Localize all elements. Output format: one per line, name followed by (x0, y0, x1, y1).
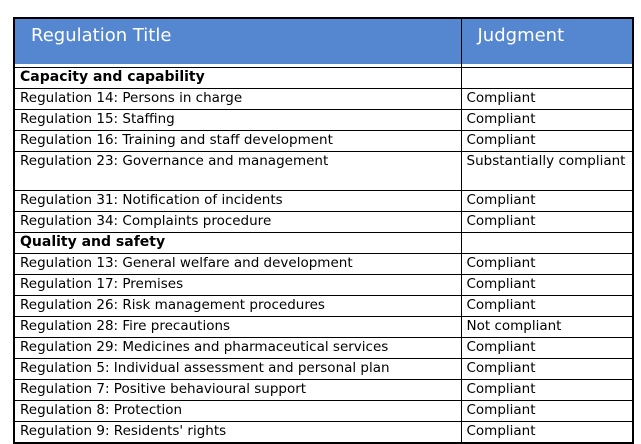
judgment-cell: Compliant (460, 274, 634, 296)
judgment-cell: Compliant (460, 400, 634, 422)
column-header-regulation-title: Regulation Title (13, 17, 462, 68)
table-row: Regulation 28: Fire precautions Not comp… (13, 316, 634, 338)
table-row: Regulation 26: Risk management procedure… (13, 295, 634, 317)
judgment-cell: Substantially compliant (460, 151, 634, 191)
table-row: Regulation 13: General welfare and devel… (13, 253, 634, 275)
table-row: Regulation 8: Protection Compliant (13, 400, 634, 422)
judgment-cell: Compliant (460, 211, 634, 233)
judgment-cell: Not compliant (460, 316, 634, 338)
table-row: Regulation 15: Staffing Compliant (13, 109, 634, 131)
regulation-title-cell: Regulation 9: Residents' rights (13, 421, 462, 444)
judgment-cell: Compliant (460, 295, 634, 317)
table-row: Regulation 14: Persons in charge Complia… (13, 88, 634, 110)
section-judgment-empty (460, 67, 634, 89)
regulation-title-cell: Regulation 28: Fire precautions (13, 316, 462, 338)
regulation-title-cell: Regulation 13: General welfare and devel… (13, 253, 462, 275)
section-row-capacity-and-capability: Capacity and capability (13, 67, 634, 89)
judgment-cell: Compliant (460, 337, 634, 359)
regulation-title-cell: Regulation 17: Premises (13, 274, 462, 296)
regulation-table: Regulation Title Judgment Capacity and c… (13, 17, 634, 444)
table-row: Regulation 29: Medicines and pharmaceuti… (13, 337, 634, 359)
section-judgment-empty (460, 232, 634, 254)
table-row: Regulation 16: Training and staff develo… (13, 130, 634, 152)
regulation-title-cell: Regulation 34: Complaints procedure (13, 211, 462, 233)
judgment-cell: Compliant (460, 130, 634, 152)
judgment-cell: Compliant (460, 109, 634, 131)
regulation-title-cell: Regulation 14: Persons in charge (13, 88, 462, 110)
table-row: Regulation 5: Individual assessment and … (13, 358, 634, 380)
judgment-cell: Compliant (460, 379, 634, 401)
regulation-title-cell: Regulation 5: Individual assessment and … (13, 358, 462, 380)
regulation-title-cell: Regulation 29: Medicines and pharmaceuti… (13, 337, 462, 359)
table-row: Regulation 23: Governance and management… (13, 151, 634, 191)
regulation-title-cell: Regulation 31: Notification of incidents (13, 190, 462, 212)
table-row: Regulation 34: Complaints procedure Comp… (13, 211, 634, 233)
table-row: Regulation 17: Premises Compliant (13, 274, 634, 296)
table-row: Regulation 7: Positive behavioural suppo… (13, 379, 634, 401)
regulation-title-cell: Regulation 23: Governance and management (13, 151, 462, 191)
regulation-title-cell: Regulation 26: Risk management procedure… (13, 295, 462, 317)
judgment-cell: Compliant (460, 190, 634, 212)
regulation-title-cell: Regulation 15: Staffing (13, 109, 462, 131)
table-row: Regulation 31: Notification of incidents… (13, 190, 634, 212)
regulation-judgment-table: Regulation Title Judgment Capacity and c… (13, 17, 634, 444)
section-title: Quality and safety (13, 232, 462, 254)
column-header-judgment: Judgment (460, 17, 634, 68)
regulation-title-cell: Regulation 8: Protection (13, 400, 462, 422)
table-row: Regulation 9: Residents' rights Complian… (13, 421, 634, 444)
judgment-cell: Compliant (460, 88, 634, 110)
judgment-cell: Compliant (460, 358, 634, 380)
table-header-row: Regulation Title Judgment (13, 17, 634, 68)
section-title: Capacity and capability (13, 67, 462, 89)
judgment-cell: Compliant (460, 421, 634, 444)
regulation-title-cell: Regulation 16: Training and staff develo… (13, 130, 462, 152)
section-row-quality-and-safety: Quality and safety (13, 232, 634, 254)
regulation-title-cell: Regulation 7: Positive behavioural suppo… (13, 379, 462, 401)
judgment-cell: Compliant (460, 253, 634, 275)
